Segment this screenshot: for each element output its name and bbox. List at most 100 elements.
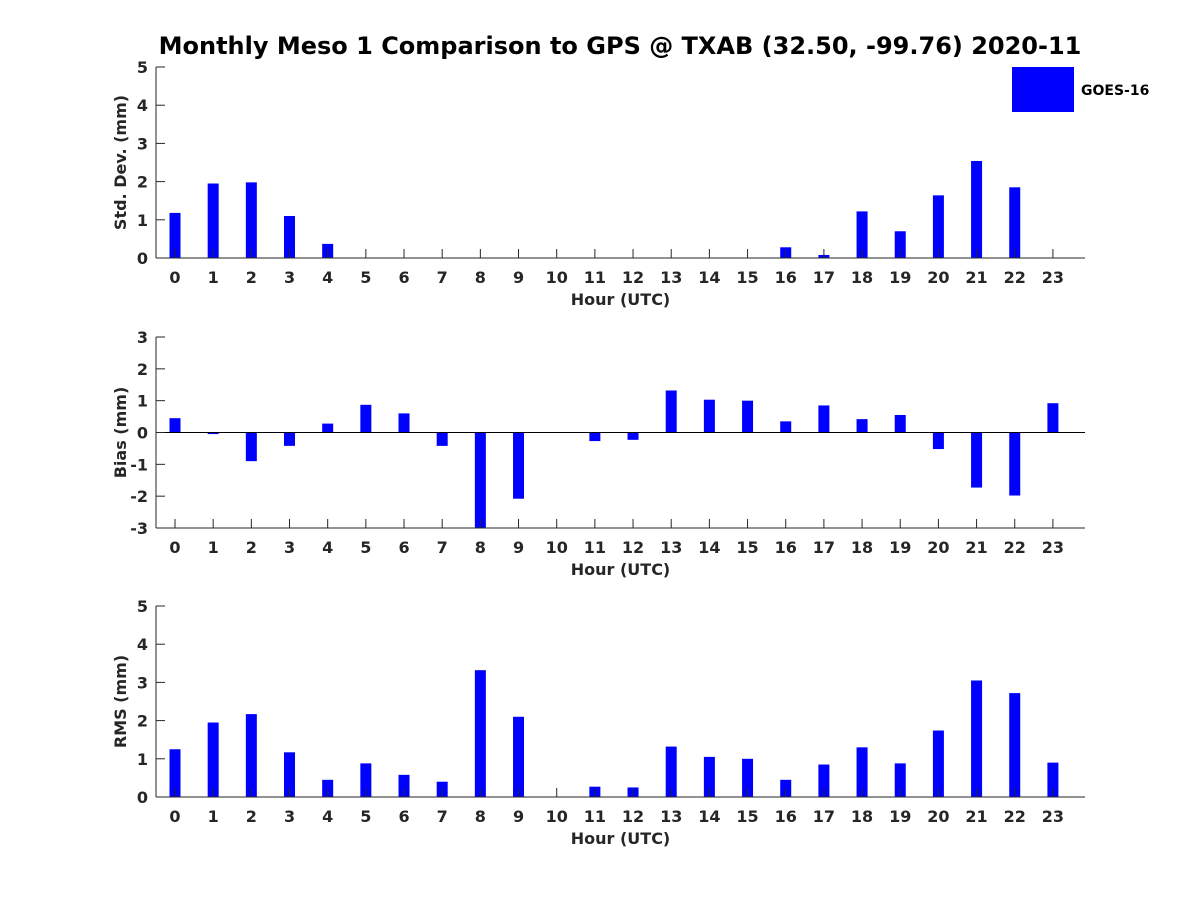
x-tick-label-rms: 16 xyxy=(775,807,797,826)
bar-rms-hour-23 xyxy=(1047,762,1059,797)
bar-rms-hour-9 xyxy=(513,716,525,797)
bar-rms-hour-8 xyxy=(474,670,486,797)
x-tick-label-std-dev: 14 xyxy=(698,268,720,287)
y-tick-label-rms: 1 xyxy=(137,750,148,769)
y-axis-label-bias: Bias (mm) xyxy=(111,387,130,479)
x-tick-label-std-dev: 5 xyxy=(360,268,371,287)
bar-std-dev-hour-20 xyxy=(932,195,944,258)
y-tick-label-bias: 0 xyxy=(137,424,148,443)
bar-bias-hour-9 xyxy=(513,432,525,499)
y-tick-label-bias: 3 xyxy=(137,328,148,347)
x-tick-label-rms: 7 xyxy=(437,807,448,826)
x-tick-label-rms: 21 xyxy=(965,807,987,826)
x-axis-label-bias: Hour (UTC) xyxy=(571,560,671,579)
bar-rms-hour-3 xyxy=(284,752,296,797)
bar-std-dev-hour-0 xyxy=(169,212,181,258)
x-tick-label-rms: 6 xyxy=(398,807,409,826)
y-tick-label-bias: 2 xyxy=(137,360,148,379)
x-tick-label-rms: 2 xyxy=(246,807,257,826)
y-tick-label-rms: 0 xyxy=(137,788,148,807)
x-tick-label-bias: 4 xyxy=(322,538,333,557)
bar-bias-hour-1 xyxy=(207,432,219,435)
y-tick-label-std-dev: 1 xyxy=(137,211,148,230)
y-tick-label-rms: 4 xyxy=(137,635,148,654)
x-tick-label-bias: 14 xyxy=(698,538,720,557)
bar-bias-hour-6 xyxy=(398,413,410,433)
x-tick-label-bias: 0 xyxy=(169,538,180,557)
x-tick-label-std-dev: 17 xyxy=(813,268,835,287)
x-tick-label-std-dev: 4 xyxy=(322,268,333,287)
bar-bias-hour-4 xyxy=(322,423,334,433)
x-tick-label-bias: 5 xyxy=(360,538,371,557)
bar-rms-hour-6 xyxy=(398,774,410,797)
x-tick-label-std-dev: 18 xyxy=(851,268,873,287)
bar-bias-hour-22 xyxy=(1009,432,1021,496)
y-tick-label-rms: 2 xyxy=(137,712,148,731)
x-axis-label-std-dev: Hour (UTC) xyxy=(571,290,671,309)
bar-bias-hour-14 xyxy=(703,399,715,433)
x-tick-label-rms: 18 xyxy=(851,807,873,826)
legend-label: GOES-16 xyxy=(1081,83,1149,99)
x-tick-label-std-dev: 7 xyxy=(437,268,448,287)
x-tick-label-bias: 1 xyxy=(208,538,219,557)
bar-rms-hour-19 xyxy=(894,763,906,797)
bar-bias-hour-17 xyxy=(818,405,830,433)
bar-bias-hour-3 xyxy=(284,432,296,446)
x-tick-label-rms: 9 xyxy=(513,807,524,826)
bar-bias-hour-18 xyxy=(856,419,868,433)
bar-bias-hour-20 xyxy=(932,432,944,450)
legend: GOES-16 xyxy=(1012,67,1149,112)
bar-rms-hour-17 xyxy=(818,764,830,797)
bar-std-dev-hour-19 xyxy=(894,231,906,258)
bar-rms-hour-20 xyxy=(932,730,944,797)
x-tick-label-bias: 13 xyxy=(660,538,682,557)
bar-bias-hour-19 xyxy=(894,414,906,433)
bar-bias-hour-8 xyxy=(474,432,486,528)
bar-rms-hour-18 xyxy=(856,747,868,797)
bar-bias-hour-2 xyxy=(245,432,257,462)
bar-rms-hour-15 xyxy=(742,758,754,797)
x-tick-label-std-dev: 13 xyxy=(660,268,682,287)
bar-rms-hour-21 xyxy=(971,680,983,797)
x-tick-label-bias: 7 xyxy=(437,538,448,557)
bar-rms-hour-0 xyxy=(169,749,181,797)
x-tick-label-rms: 19 xyxy=(889,807,911,826)
x-tick-label-rms: 12 xyxy=(622,807,644,826)
x-tick-label-rms: 14 xyxy=(698,807,720,826)
x-tick-label-bias: 6 xyxy=(398,538,409,557)
x-tick-label-rms: 1 xyxy=(208,807,219,826)
bar-bias-hour-12 xyxy=(627,432,639,440)
x-tick-label-bias: 3 xyxy=(284,538,295,557)
x-tick-label-std-dev: 11 xyxy=(584,268,606,287)
x-tick-label-std-dev: 2 xyxy=(246,268,257,287)
bar-rms-hour-5 xyxy=(360,763,372,797)
y-tick-label-bias: 1 xyxy=(137,392,148,411)
legend-swatch xyxy=(1012,67,1074,112)
x-tick-label-rms: 3 xyxy=(284,807,295,826)
x-tick-label-bias: 10 xyxy=(546,538,568,557)
chart-title: Monthly Meso 1 Comparison to GPS @ TXAB … xyxy=(159,32,1082,60)
x-tick-label-std-dev: 9 xyxy=(513,268,524,287)
bar-std-dev-hour-22 xyxy=(1009,187,1021,258)
x-tick-label-std-dev: 6 xyxy=(398,268,409,287)
x-tick-label-bias: 15 xyxy=(736,538,758,557)
x-tick-label-rms: 23 xyxy=(1042,807,1064,826)
x-tick-label-std-dev: 20 xyxy=(927,268,949,287)
x-tick-label-bias: 19 xyxy=(889,538,911,557)
x-tick-label-bias: 18 xyxy=(851,538,873,557)
x-tick-label-bias: 12 xyxy=(622,538,644,557)
y-tick-label-std-dev: 0 xyxy=(137,249,148,268)
bar-std-dev-hour-1 xyxy=(207,183,219,258)
y-tick-label-bias: -1 xyxy=(130,455,148,474)
x-tick-label-std-dev: 3 xyxy=(284,268,295,287)
x-tick-label-std-dev: 8 xyxy=(475,268,486,287)
x-tick-label-rms: 11 xyxy=(584,807,606,826)
bar-rms-hour-1 xyxy=(207,722,219,797)
y-axis-label-std-dev: Std. Dev. (mm) xyxy=(111,95,130,230)
x-tick-label-bias: 8 xyxy=(475,538,486,557)
